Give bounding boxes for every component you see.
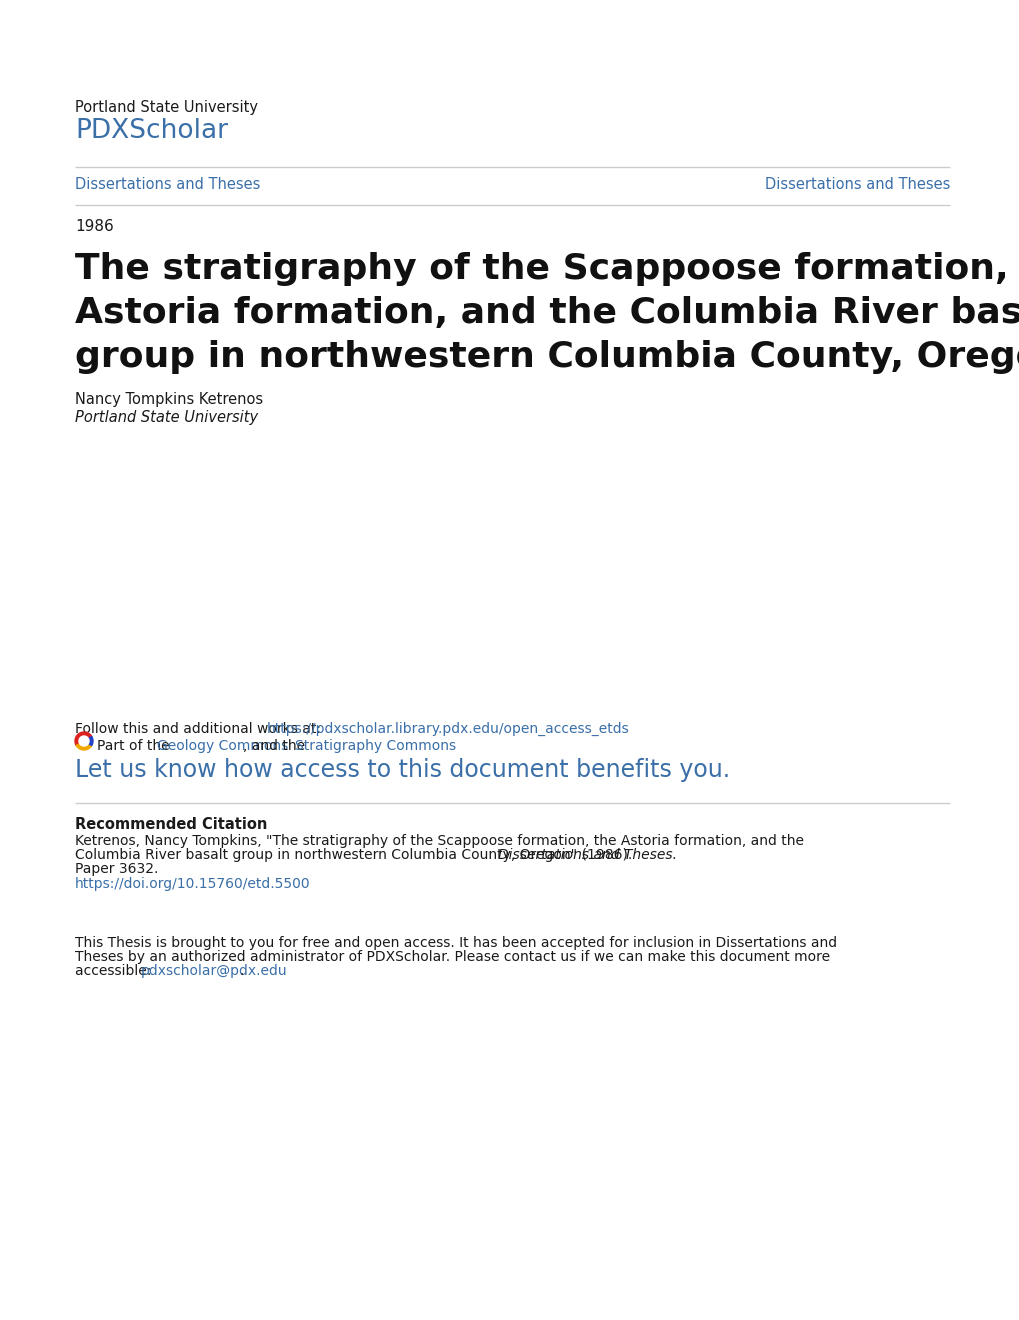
Text: group in northwestern Columbia County, Oregon: group in northwestern Columbia County, O… — [75, 341, 1019, 374]
Text: 1986: 1986 — [75, 219, 114, 234]
Text: Geology Commons: Geology Commons — [157, 739, 288, 752]
Text: Nancy Tompkins Ketrenos: Nancy Tompkins Ketrenos — [75, 392, 263, 407]
Text: The stratigraphy of the Scappoose formation, the: The stratigraphy of the Scappoose format… — [75, 252, 1019, 286]
Text: Theses by an authorized administrator of PDXScholar. Please contact us if we can: Theses by an authorized administrator of… — [75, 950, 829, 964]
Text: https://doi.org/10.15760/etd.5500: https://doi.org/10.15760/etd.5500 — [75, 876, 311, 891]
Text: Dissertations and Theses: Dissertations and Theses — [75, 177, 260, 191]
Text: Ketrenos, Nancy Tompkins, "The stratigraphy of the Scappoose formation, the Asto: Ketrenos, Nancy Tompkins, "The stratigra… — [75, 834, 803, 847]
Wedge shape — [84, 737, 93, 746]
Text: .: . — [239, 964, 245, 978]
Text: accessible:: accessible: — [75, 964, 156, 978]
Text: https://pdxscholar.library.pdx.edu/open_access_etds: https://pdxscholar.library.pdx.edu/open_… — [267, 722, 629, 737]
Text: Portland State University: Portland State University — [75, 100, 258, 115]
Wedge shape — [75, 733, 92, 746]
Text: PDXScholar: PDXScholar — [75, 117, 228, 144]
Text: Let us know how access to this document benefits you.: Let us know how access to this document … — [75, 758, 730, 781]
Text: Follow this and additional works at:: Follow this and additional works at: — [75, 722, 325, 737]
Text: Stratigraphy Commons: Stratigraphy Commons — [294, 739, 455, 752]
Text: This Thesis is brought to you for free and open access. It has been accepted for: This Thesis is brought to you for free a… — [75, 936, 837, 950]
Text: , and the: , and the — [243, 739, 309, 752]
Wedge shape — [76, 741, 92, 750]
Text: Columbia River basalt group in northwestern Columbia County, Oregon" (1986).: Columbia River basalt group in northwest… — [75, 847, 636, 862]
Text: Paper 3632.: Paper 3632. — [75, 862, 158, 876]
Text: Dissertations and Theses.: Dissertations and Theses. — [498, 847, 677, 862]
Circle shape — [78, 737, 89, 746]
Text: Astoria formation, and the Columbia River basalt: Astoria formation, and the Columbia Rive… — [75, 296, 1019, 330]
Text: Portland State University: Portland State University — [75, 411, 258, 425]
Text: Part of the: Part of the — [97, 739, 174, 752]
Text: Recommended Citation: Recommended Citation — [75, 817, 267, 832]
Text: Dissertations and Theses: Dissertations and Theses — [764, 177, 949, 191]
Text: pdxscholar@pdx.edu: pdxscholar@pdx.edu — [141, 964, 287, 978]
